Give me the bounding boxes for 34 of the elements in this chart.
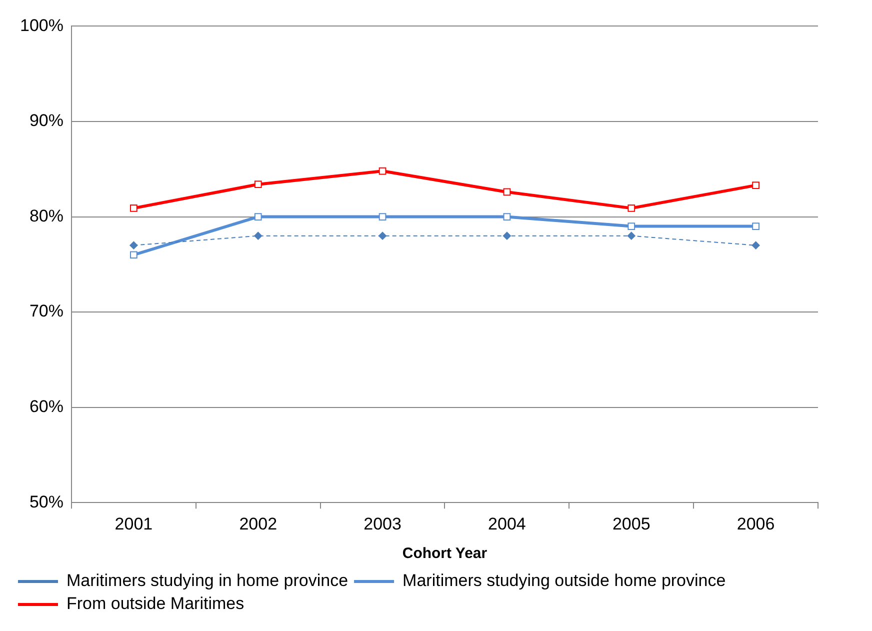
x-tick-label: 2005 [612, 514, 650, 534]
x-tick-label: 2002 [239, 514, 278, 534]
point [378, 232, 387, 240]
point [254, 232, 262, 240]
point [752, 182, 760, 189]
x-tick-label: 2004 [488, 514, 526, 534]
x-tick-label: 2003 [364, 514, 402, 534]
x-tick-label: 2001 [114, 514, 153, 534]
legend-label: Maritimers studying in home province [66, 571, 348, 590]
point [378, 213, 386, 220]
point [130, 251, 138, 259]
point [378, 167, 386, 175]
y-tick-label: 70% [29, 302, 64, 321]
y-tick-label: 100% [20, 16, 64, 35]
point [254, 213, 262, 220]
point [130, 204, 138, 212]
point [503, 213, 511, 220]
legend-label: Maritimers studying outside home province [402, 571, 726, 590]
y-tick-label: 60% [29, 397, 64, 416]
point [627, 232, 636, 240]
y-tick-label: 50% [29, 492, 64, 512]
point [503, 188, 511, 196]
point [628, 204, 636, 212]
y-tick-label: 80% [29, 206, 64, 226]
x-tick-label: 2006 [736, 514, 775, 534]
point [752, 222, 760, 230]
legend-label: From outside Maritimes [66, 594, 244, 614]
point [752, 241, 760, 250]
point [502, 232, 511, 240]
y-tick-label: 90% [29, 111, 64, 130]
x-axis-title: Cohort Year [402, 545, 488, 562]
point [130, 241, 138, 250]
point [254, 180, 262, 188]
point [628, 222, 636, 230]
